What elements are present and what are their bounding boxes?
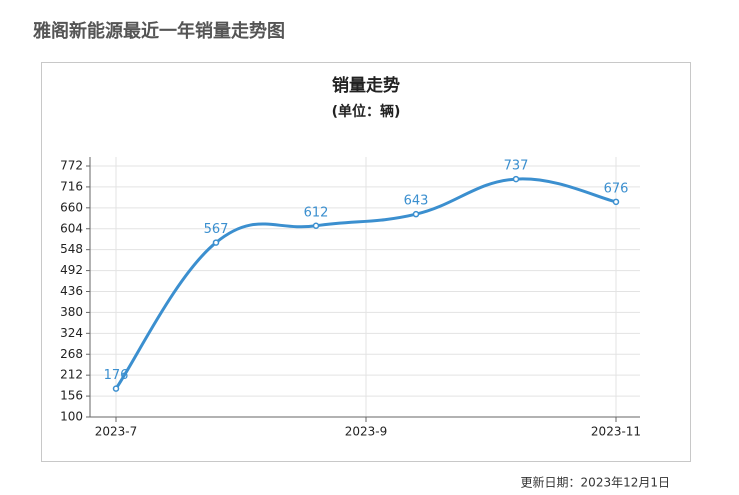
chart-title: 销量走势 (332, 75, 400, 96)
y-tick-label: 772 (60, 159, 83, 173)
point (312, 222, 320, 230)
chart-subtitle: (单位：辆) (332, 103, 401, 120)
x-tick-label: 2023-11 (591, 425, 641, 439)
y-tick-label: 436 (60, 284, 83, 298)
data-label: 567 (204, 222, 229, 237)
page-title: 雅阁新能源最近一年销量走势图 (32, 20, 285, 42)
point (412, 210, 420, 218)
y-tick-label: 156 (60, 389, 83, 403)
line (114, 177, 617, 390)
y-tick-label: 380 (60, 305, 83, 319)
point (112, 385, 120, 392)
data-label: 176 (104, 368, 129, 383)
y-tick-label: 324 (60, 326, 83, 340)
y-tick-label: 660 (60, 200, 83, 214)
y-tick-label: 268 (60, 347, 83, 361)
y-tick-label: 604 (60, 221, 83, 235)
footer: 更新日期：2023年12月1日 (521, 475, 670, 490)
y-tick-label: 212 (60, 368, 83, 382)
x-tick-label: 2023-9 (345, 425, 388, 439)
data-label: 612 (304, 205, 329, 220)
y-tick-label: 548 (60, 242, 83, 256)
x-tick-label: 2023-7 (95, 425, 138, 439)
data-label: 737 (504, 159, 529, 174)
y-tick-label: 492 (60, 263, 83, 277)
point (512, 175, 520, 183)
y-tick-label: 716 (60, 179, 83, 193)
data-label: 643 (404, 194, 429, 209)
point (212, 239, 220, 246)
data-label: 676 (604, 181, 629, 196)
point (612, 198, 620, 206)
y-tick-label: 100 (60, 410, 83, 424)
